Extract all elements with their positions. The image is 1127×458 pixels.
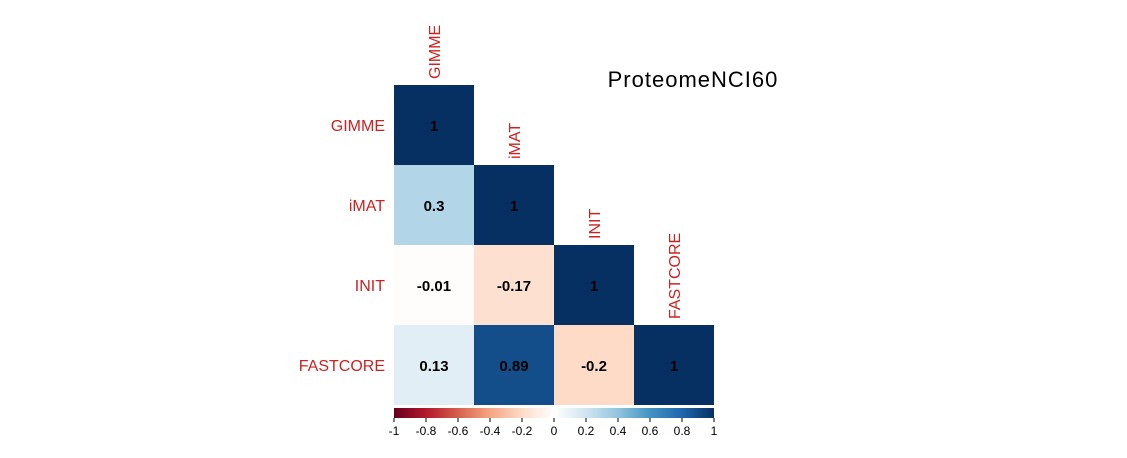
cell-value-label: -0.01 — [417, 278, 451, 295]
colorbar-ticks: -1 -0.8 -0.6 -0.4 -0.2 0 0.2 0.4 0.6 0.8 1 — [389, 418, 718, 438]
colorbar-tick-label: -0.4 — [480, 424, 501, 438]
colorbar-tick-label: 0.8 — [674, 424, 691, 438]
row-label-gimme: GIMME — [331, 118, 385, 135]
cell-value-label: -0.2 — [581, 358, 607, 375]
heatmap-cells: 1 0.3 1 -0.01 -0.17 1 0.13 0.89 -0.2 1 — [394, 85, 714, 405]
heatmap-cell-fastcore-init — [554, 325, 634, 405]
colorbar-gradient — [394, 408, 714, 418]
heatmap-cell-imat-gimme — [394, 165, 474, 245]
heatmap-cell-fastcore-gimme — [394, 325, 474, 405]
column-label-init: INIT — [587, 209, 604, 239]
column-label-gimme: GIMME — [427, 25, 444, 79]
heatmap-cell-fastcore-fastcore — [634, 325, 714, 405]
cell-value-label: 1 — [590, 278, 598, 295]
column-labels: GIMME iMAT INIT FASTCORE — [427, 25, 684, 319]
row-label-imat: iMAT — [349, 198, 385, 215]
colorbar-tick-label: 0.2 — [578, 424, 595, 438]
cell-value-label: 0.3 — [424, 198, 445, 215]
cell-value-label: -0.17 — [497, 278, 531, 295]
cell-value-label: 0.13 — [419, 358, 448, 375]
column-label-fastcore: FASTCORE — [667, 233, 684, 319]
colorbar-tick-label: -0.8 — [416, 424, 437, 438]
heatmap-cell-init-imat — [474, 245, 554, 325]
heatmap-cell-fastcore-imat — [474, 325, 554, 405]
colorbar-tick-label: -1 — [389, 424, 400, 438]
colorbar-tick-label: 1 — [711, 424, 718, 438]
cell-value-label: 0.89 — [499, 358, 528, 375]
colorbar-tick-label: -0.6 — [448, 424, 469, 438]
colorbar-tick-label: 0 — [551, 424, 558, 438]
chart-title: ProteomeNCI60 — [608, 67, 779, 92]
cell-value-label: 1 — [510, 198, 518, 215]
cell-value-label: 1 — [670, 358, 678, 375]
cell-value-label: 1 — [430, 118, 438, 135]
heatmap-cell-init-init — [554, 245, 634, 325]
colorbar: -1 -0.8 -0.6 -0.4 -0.2 0 0.2 0.4 0.6 0.8 1 — [389, 408, 718, 438]
column-label-imat: iMAT — [507, 123, 524, 159]
colorbar-tick-label: 0.4 — [610, 424, 627, 438]
row-labels: GIMME iMAT INIT FASTCORE — [299, 118, 385, 375]
colorbar-tick-label: -0.2 — [512, 424, 533, 438]
row-label-fastcore: FASTCORE — [299, 358, 385, 375]
heatmap-cell-imat-imat — [474, 165, 554, 245]
heatmap-cell-gimme-gimme — [394, 85, 474, 165]
colorbar-tick-label: 0.6 — [642, 424, 659, 438]
heatmap-cell-init-gimme — [394, 245, 474, 325]
row-label-init: INIT — [355, 278, 385, 295]
